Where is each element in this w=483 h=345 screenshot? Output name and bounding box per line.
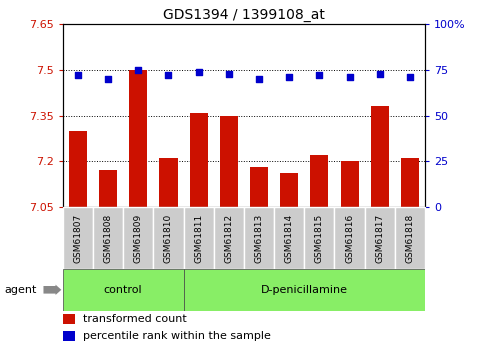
Bar <box>129 70 147 207</box>
Bar <box>341 161 358 207</box>
Text: D-penicillamine: D-penicillamine <box>261 285 348 295</box>
Point <box>225 71 233 76</box>
Text: GSM61818: GSM61818 <box>405 214 414 263</box>
Text: GSM61813: GSM61813 <box>255 214 264 263</box>
FancyBboxPatch shape <box>213 207 244 269</box>
Bar <box>401 158 419 207</box>
Text: GSM61810: GSM61810 <box>164 214 173 263</box>
Point <box>406 75 414 80</box>
Text: GSM61812: GSM61812 <box>224 214 233 263</box>
Bar <box>159 158 178 207</box>
Bar <box>63 331 75 341</box>
FancyBboxPatch shape <box>244 207 274 269</box>
Text: GSM61808: GSM61808 <box>103 214 113 263</box>
Point <box>285 75 293 80</box>
Bar <box>63 314 75 324</box>
FancyBboxPatch shape <box>274 207 304 269</box>
Point <box>134 67 142 72</box>
Title: GDS1394 / 1399108_at: GDS1394 / 1399108_at <box>163 8 325 22</box>
Text: GSM61817: GSM61817 <box>375 214 384 263</box>
Text: GSM61814: GSM61814 <box>284 214 294 263</box>
FancyBboxPatch shape <box>93 207 123 269</box>
Bar <box>189 112 208 207</box>
Point <box>346 75 354 80</box>
Point <box>315 72 323 78</box>
FancyBboxPatch shape <box>184 207 213 269</box>
Bar <box>220 116 238 207</box>
Point <box>104 76 112 82</box>
Bar <box>280 174 298 207</box>
Point <box>376 71 384 76</box>
FancyBboxPatch shape <box>123 207 154 269</box>
FancyBboxPatch shape <box>334 207 365 269</box>
Point <box>195 69 202 75</box>
FancyBboxPatch shape <box>63 269 184 310</box>
Text: percentile rank within the sample: percentile rank within the sample <box>83 331 270 341</box>
Text: GSM61811: GSM61811 <box>194 214 203 263</box>
Bar <box>311 155 328 207</box>
Text: agent: agent <box>5 285 37 295</box>
Bar <box>69 131 87 207</box>
FancyBboxPatch shape <box>365 207 395 269</box>
Point <box>255 76 263 82</box>
Bar <box>371 107 389 207</box>
Text: GSM61815: GSM61815 <box>315 214 324 263</box>
FancyBboxPatch shape <box>304 207 334 269</box>
Text: GSM61809: GSM61809 <box>134 214 143 263</box>
Point <box>74 72 82 78</box>
Text: transformed count: transformed count <box>83 314 186 324</box>
Text: GSM61816: GSM61816 <box>345 214 354 263</box>
Text: GSM61807: GSM61807 <box>73 214 83 263</box>
FancyBboxPatch shape <box>395 207 425 269</box>
FancyBboxPatch shape <box>184 269 425 310</box>
FancyBboxPatch shape <box>154 207 184 269</box>
Point <box>165 72 172 78</box>
Bar <box>99 170 117 207</box>
FancyBboxPatch shape <box>63 207 93 269</box>
Bar <box>250 167 268 207</box>
Text: control: control <box>104 285 142 295</box>
